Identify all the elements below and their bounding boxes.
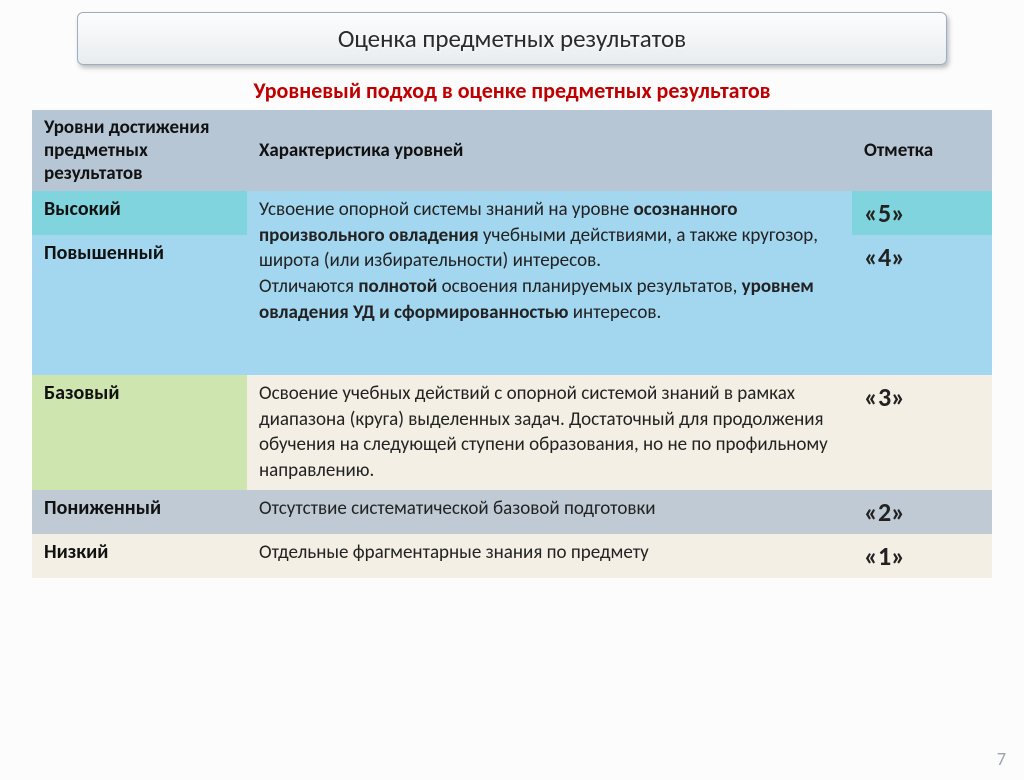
row-high: Высокий Усвоение опорной системы знаний … <box>32 191 992 235</box>
level-lowest: Низкий <box>32 534 247 578</box>
desc-base: Освоение учебных действий с опорной сист… <box>247 375 852 490</box>
levels-table: Уровни достижения предметных результатов… <box>32 110 992 578</box>
row-lowest: Низкий Отдельные фрагментарные знания по… <box>32 534 992 578</box>
desc-lowest: Отдельные фрагментарные знания по предме… <box>247 534 852 578</box>
mark-lowest: «1» <box>852 534 992 578</box>
t: Отличаются <box>259 275 358 298</box>
level-high: Высокий <box>32 191 247 235</box>
page-title: Оценка предметных результатов <box>338 23 686 54</box>
mark-low: «2» <box>852 490 992 534</box>
desc-low: Отсутствие систематической базовой подго… <box>247 490 852 534</box>
t: освоения планируемых результатов, <box>437 275 741 298</box>
page-title-box: Оценка предметных результатов <box>77 12 947 65</box>
row-low: Пониженный Отсутствие систематической ба… <box>32 490 992 534</box>
page-number: 7 <box>997 748 1006 770</box>
t: Усвоение опорной системы знаний на уровн… <box>259 198 634 221</box>
level-base: Базовый <box>32 375 247 490</box>
t: интересов. <box>568 301 661 324</box>
subtitle: Уровневый подход в оценке предметных рез… <box>0 77 1024 104</box>
level-raised: Повышенный <box>32 235 247 375</box>
t: полнотой <box>358 275 437 298</box>
mark-raised: «4» <box>852 235 992 375</box>
hdr-char: Характеристика уровней <box>247 110 852 191</box>
subtitle-text: Уровневый подход в оценке предметных рез… <box>253 77 770 104</box>
hdr-levels: Уровни достижения предметных результатов <box>32 110 247 191</box>
mark-base: «3» <box>852 375 992 490</box>
hdr-mark: Отметка <box>852 110 992 191</box>
level-low: Пониженный <box>32 490 247 534</box>
table-header-row: Уровни достижения предметных результатов… <box>32 110 992 191</box>
desc-high-raised: Усвоение опорной системы знаний на уровн… <box>247 191 852 375</box>
row-base: Базовый Освоение учебных действий с опор… <box>32 375 992 490</box>
mark-high: «5» <box>852 191 992 235</box>
